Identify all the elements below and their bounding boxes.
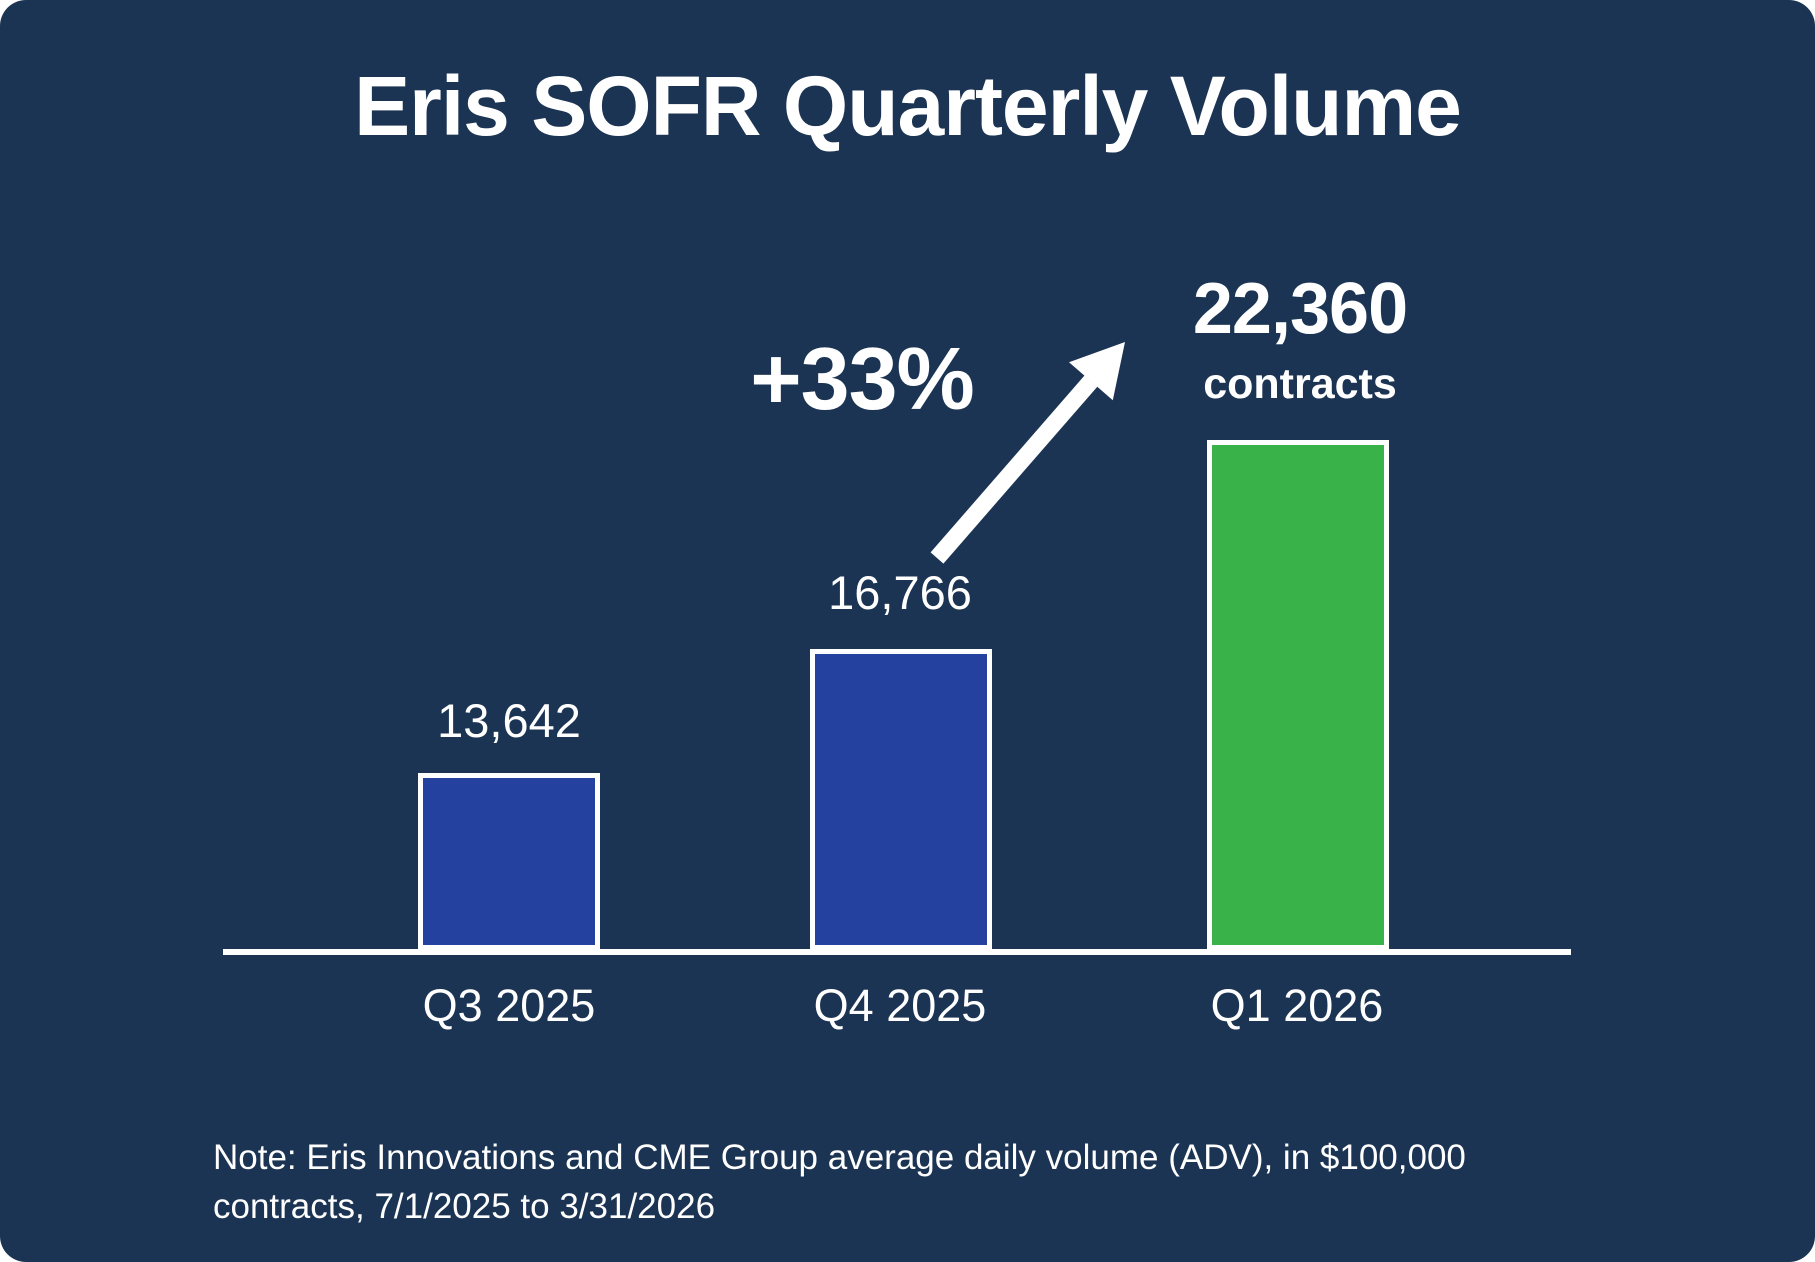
highlight-value: 22,360: [1192, 269, 1408, 349]
category-label-q1-2026: Q1 2026: [1210, 980, 1384, 1031]
bar-value-q4-2025: 16,766: [828, 566, 972, 619]
bar-q1-2026: [1207, 440, 1389, 950]
growth-arrow-icon: [930, 342, 1125, 564]
x-axis-line: [223, 949, 1571, 955]
growth-percentage-annotation: +33%: [750, 329, 975, 428]
chart-title: Eris SOFR Quarterly Volume: [354, 59, 1462, 153]
category-label-q4-2025: Q4 2025: [813, 980, 987, 1031]
bar-q3-2025: [418, 773, 600, 950]
bar-value-q3-2025: 13,642: [437, 694, 581, 747]
highlight-label: 22,360 contracts: [1160, 269, 1440, 408]
highlight-unit: contracts: [1203, 359, 1397, 408]
bar-q4-2025: [810, 649, 992, 950]
footnote: Note: Eris Innovations and CME Group ave…: [213, 1138, 1466, 1226]
category-label-q3-2025: Q3 2025: [422, 980, 596, 1031]
